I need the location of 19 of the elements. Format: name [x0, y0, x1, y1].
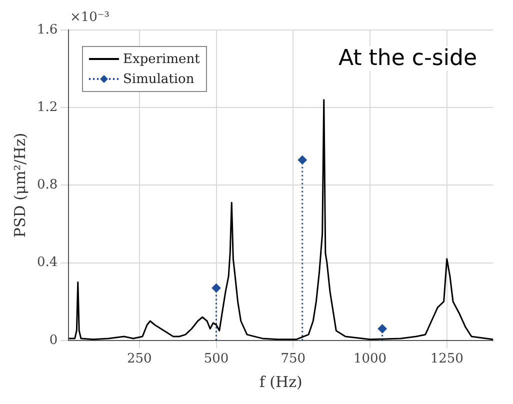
point: [298, 155, 307, 164]
legend-label: Experiment: [123, 52, 200, 66]
point: [212, 284, 221, 293]
y-tick-label: 1.2: [36, 100, 58, 115]
x-axis-title: f (Hz): [259, 372, 302, 391]
y-tick-label: 0.4: [36, 255, 58, 270]
annotation: At the c-side: [338, 46, 477, 71]
text: ×10⁻³: [70, 10, 110, 25]
y-tick-label: 0: [49, 332, 58, 348]
legend-label: Simulation: [123, 72, 194, 86]
y-tick-label: 0.8: [36, 178, 58, 193]
y-axis-title: PSD (μm²/Hz): [10, 132, 29, 238]
point: [378, 324, 387, 334]
x-tick-label: 250: [126, 352, 152, 367]
y-tick-label: 1.6: [36, 22, 58, 38]
x-tick-label: 1000: [353, 352, 387, 367]
x-tick-label: 750: [280, 352, 306, 367]
x-tick-label: 1250: [430, 352, 464, 367]
x-tick-label: 500: [204, 352, 229, 367]
